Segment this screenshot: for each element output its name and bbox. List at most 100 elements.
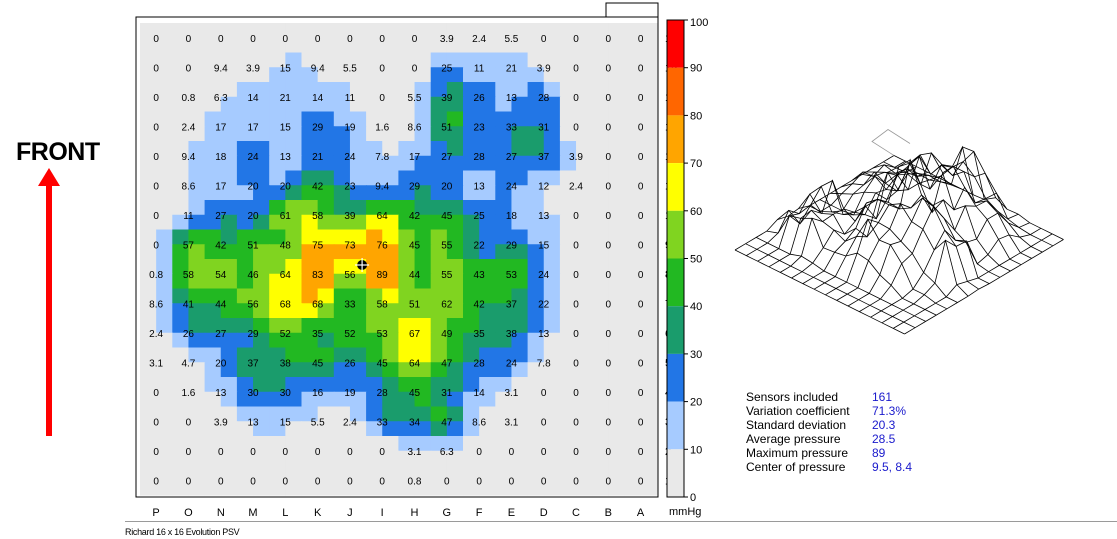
heatmap-cell bbox=[430, 82, 448, 98]
heatmap-cell bbox=[236, 170, 254, 186]
heatmap-cell bbox=[188, 480, 206, 496]
heatmap-cell bbox=[156, 332, 173, 349]
heatmap-cell bbox=[204, 96, 222, 113]
heatmap-cell bbox=[543, 480, 561, 496]
heatmap-cell bbox=[349, 141, 367, 157]
heatmap-cell bbox=[301, 347, 319, 363]
cell-value-label: 0 bbox=[153, 93, 159, 104]
heatmap-cell bbox=[608, 450, 626, 467]
heatmap-cell bbox=[269, 155, 286, 172]
cell-value-label: 58 bbox=[183, 270, 195, 281]
cell-value-label: 21 bbox=[506, 63, 518, 74]
cell-value-label: 47 bbox=[441, 358, 453, 369]
heatmap-cell bbox=[382, 244, 399, 260]
heatmap-cell bbox=[220, 347, 238, 363]
cell-value-label: 0 bbox=[573, 417, 579, 428]
heatmap-cell bbox=[156, 391, 173, 408]
heatmap-cell bbox=[366, 377, 383, 393]
heatmap-cell bbox=[592, 465, 609, 481]
heatmap-cell bbox=[398, 200, 416, 216]
heatmap-cell bbox=[608, 480, 626, 496]
heatmap-cell bbox=[446, 126, 464, 142]
heatmap-cell bbox=[236, 391, 254, 408]
heatmap-cell bbox=[269, 362, 286, 378]
heatmap-cell bbox=[253, 377, 270, 393]
mesh-line bbox=[734, 155, 895, 251]
heatmap-cell bbox=[511, 67, 529, 83]
heatmap-cell bbox=[559, 377, 577, 393]
heatmap-cell bbox=[398, 406, 416, 422]
heatmap-cell bbox=[624, 155, 642, 172]
heatmap-cell bbox=[140, 303, 157, 319]
heatmap-cell bbox=[527, 332, 545, 349]
stat-row: Variation coefficient 71.3% bbox=[746, 404, 912, 418]
heatmap-cell bbox=[495, 303, 513, 319]
heatmap-cell bbox=[236, 82, 254, 98]
mesh-line bbox=[904, 239, 1064, 335]
cell-value-label: 0 bbox=[283, 476, 289, 487]
cell-value-label: 0 bbox=[153, 152, 159, 163]
heatmap-cell bbox=[156, 229, 173, 245]
heatmap-cell bbox=[236, 303, 254, 319]
heatmap-cell bbox=[624, 126, 642, 142]
heatmap-cell bbox=[188, 259, 206, 275]
heatmap-cell bbox=[253, 37, 270, 54]
cell-value-label: 2.4 bbox=[181, 122, 195, 133]
heatmap-cell bbox=[398, 259, 416, 275]
mesh-line bbox=[893, 155, 1064, 240]
heatmap-cell bbox=[479, 465, 496, 481]
heatmap-cell bbox=[446, 200, 464, 216]
heatmap-cell bbox=[188, 406, 206, 422]
cell-value-label: 68 bbox=[280, 299, 292, 310]
heatmap-cell bbox=[285, 141, 303, 157]
heatmap-cell bbox=[349, 347, 367, 363]
cell-value-label: 5.5 bbox=[343, 63, 357, 74]
cell-value-label: 2.4 bbox=[472, 34, 486, 45]
heatmap-cell bbox=[576, 155, 593, 172]
heatmap-cell bbox=[140, 67, 157, 83]
heatmap-cell bbox=[576, 273, 593, 290]
cell-value-label: 11 bbox=[183, 211, 194, 222]
heatmap-cell bbox=[640, 141, 658, 157]
cell-value-label: 0 bbox=[250, 34, 256, 45]
cell-value-label: 2.4 bbox=[149, 329, 163, 340]
heatmap-cell bbox=[592, 318, 609, 334]
heatmap-cell bbox=[430, 96, 448, 113]
heatmap-cell bbox=[398, 450, 416, 467]
heatmap-cell bbox=[204, 111, 222, 127]
heatmap-cell bbox=[382, 111, 399, 127]
heatmap-cell bbox=[398, 214, 416, 231]
heatmap-cell bbox=[559, 67, 577, 83]
heatmap-cell bbox=[156, 318, 173, 334]
cell-value-label: 31 bbox=[441, 388, 453, 399]
heatmap-cell bbox=[527, 200, 545, 216]
heatmap-cell bbox=[414, 377, 432, 393]
heatmap-cell bbox=[253, 318, 270, 334]
heatmap-cell bbox=[624, 465, 642, 481]
heatmap-cell bbox=[640, 185, 658, 201]
heatmap-cell bbox=[576, 200, 593, 216]
stat-row: Sensors included 161 bbox=[746, 390, 912, 404]
heatmap-cell bbox=[398, 67, 416, 83]
mesh-line bbox=[892, 233, 1053, 329]
heatmap-cell bbox=[495, 288, 513, 304]
heatmap-cell bbox=[366, 332, 383, 349]
heatmap-cell bbox=[543, 303, 561, 319]
heatmap-cell bbox=[188, 200, 206, 216]
heatmap-cell bbox=[301, 82, 319, 98]
heatmap-cell bbox=[204, 244, 222, 260]
heatmap-cell bbox=[608, 318, 626, 334]
cell-value-label: 20 bbox=[215, 358, 227, 369]
heatmap-cell bbox=[253, 141, 270, 157]
cell-value-label: 29 bbox=[312, 122, 324, 133]
heatmap-cell bbox=[559, 141, 577, 157]
heatmap-cell bbox=[317, 155, 335, 172]
cell-value-label: 0 bbox=[638, 240, 644, 251]
cell-value-label: 0 bbox=[638, 299, 644, 310]
heatmap-cell bbox=[608, 67, 626, 83]
heatmap-cell bbox=[414, 96, 432, 113]
cell-value-label: 30 bbox=[247, 388, 259, 399]
cell-value-label: 29 bbox=[247, 329, 259, 340]
cell-value-label: 0 bbox=[606, 93, 612, 104]
heatmap-cell bbox=[140, 82, 157, 98]
